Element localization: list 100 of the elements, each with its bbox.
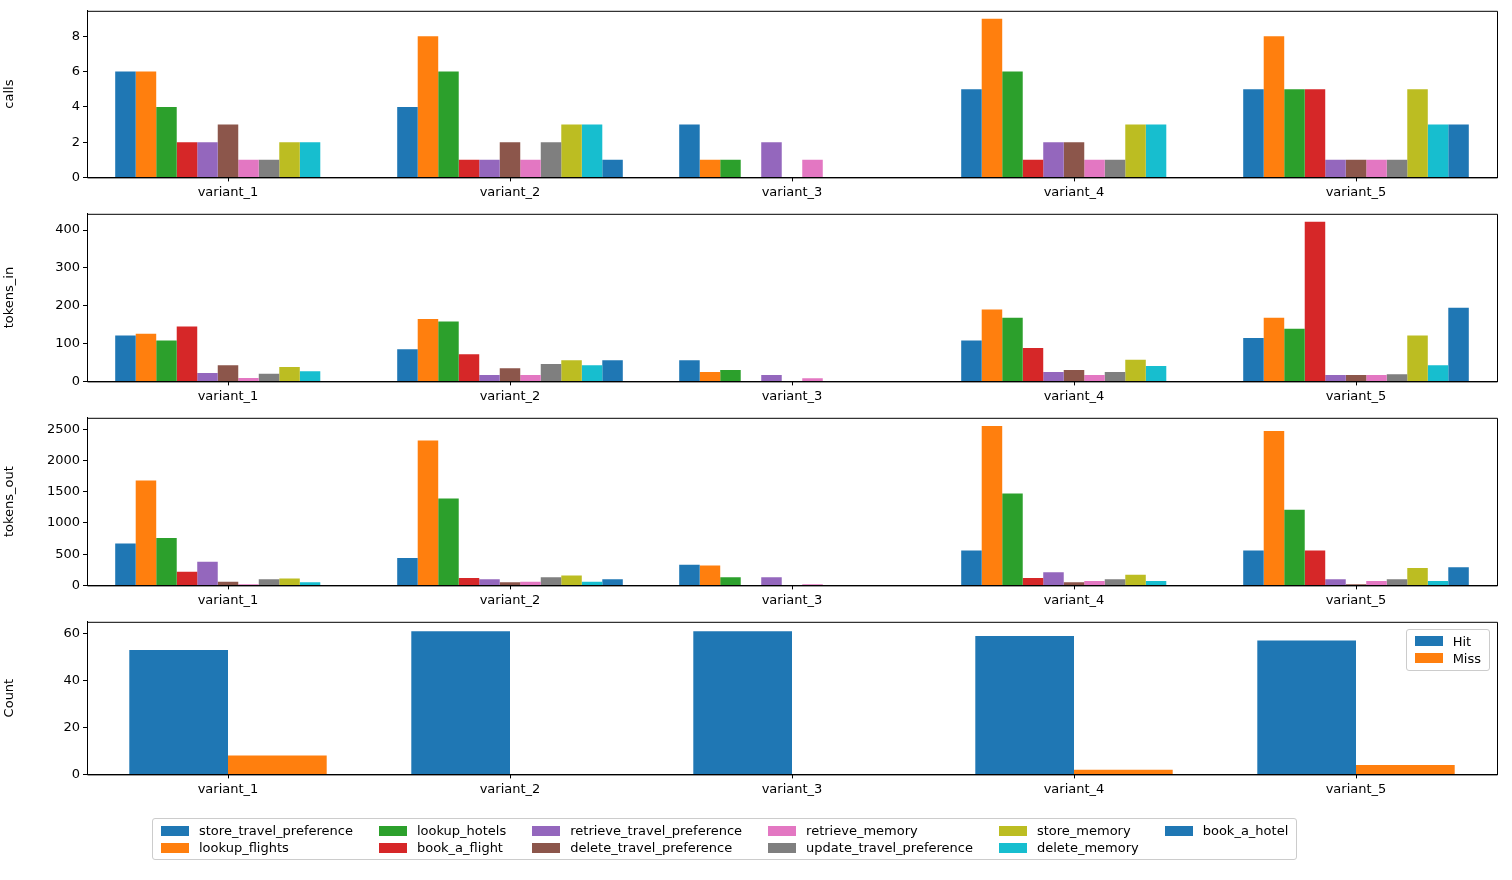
bar [1002, 71, 1023, 177]
bar [761, 142, 782, 177]
bar [1002, 493, 1023, 585]
y-axis-title: calls [1, 79, 17, 109]
bar [1263, 36, 1285, 177]
y-axis-title: Count [1, 678, 17, 718]
bar [961, 550, 982, 585]
bar [217, 124, 239, 177]
bar [1407, 567, 1428, 585]
bar [1366, 374, 1387, 381]
x-tick-label: variant_4 [1043, 591, 1105, 607]
bar [1407, 335, 1428, 381]
bar [1325, 579, 1346, 585]
bar [1427, 124, 1449, 177]
bar [299, 142, 321, 177]
x-tick-label: variant_3 [761, 780, 823, 796]
bar [1125, 124, 1146, 177]
y-tick-label: 40 [63, 671, 80, 687]
bar [115, 543, 136, 585]
legend-label: store_travel_preference [199, 823, 353, 838]
bar [1074, 769, 1173, 774]
y-tick-label: 2500 [46, 420, 80, 436]
bar [1084, 159, 1105, 177]
bar [679, 124, 700, 177]
bar [1366, 581, 1387, 585]
x-tick-label: variant_1 [197, 183, 259, 199]
bar [679, 564, 700, 585]
bar [258, 373, 280, 381]
bar [761, 374, 782, 381]
bar [1104, 159, 1126, 177]
bar [135, 480, 157, 585]
x-tick-label: variant_2 [479, 387, 541, 403]
bar [1084, 374, 1105, 381]
bar [238, 159, 259, 177]
x-tick-label: variant_3 [761, 387, 823, 403]
bar [581, 581, 603, 585]
bar [961, 89, 982, 177]
y-tick-label: 60 [63, 624, 80, 640]
bar [1063, 582, 1085, 585]
y-tick-label: 200 [55, 297, 80, 313]
bar [693, 631, 792, 774]
bar [258, 159, 280, 177]
bar [1427, 581, 1449, 585]
x-tick-label: variant_2 [479, 780, 541, 796]
y-tick-label: 100 [55, 334, 80, 350]
bar [1125, 359, 1146, 381]
x-tick-label: variant_5 [1325, 387, 1387, 403]
x-tick-label: variant_1 [197, 387, 259, 403]
x-tick-label: variant_5 [1325, 591, 1387, 607]
bar [1263, 431, 1285, 585]
legend-label: update_travel_preference [806, 840, 973, 855]
bar [1257, 640, 1356, 774]
bar [1284, 328, 1305, 381]
y-tick-label: 6 [71, 63, 80, 78]
bar [1263, 317, 1285, 381]
bar [1448, 124, 1469, 177]
bar [679, 360, 700, 381]
bar [1448, 567, 1469, 585]
bar [1022, 577, 1044, 585]
y-tick-label: 20 [63, 718, 80, 734]
y-tick-label: 1000 [46, 514, 80, 530]
bar [1345, 159, 1367, 177]
y-axis-title: tokens_out [1, 466, 17, 538]
bar [1104, 579, 1126, 585]
bar [1325, 374, 1346, 381]
legend-label: Hit [1452, 633, 1472, 649]
bar [561, 124, 582, 177]
x-tick-label: variant_4 [1043, 183, 1105, 199]
bar [1407, 89, 1428, 177]
bar [1356, 765, 1455, 774]
bar [176, 571, 198, 585]
bar [981, 309, 1003, 381]
y-tick-label: 0 [71, 168, 80, 184]
bar [1145, 365, 1167, 381]
bar [156, 340, 177, 381]
bar [135, 71, 157, 177]
bar [802, 378, 823, 381]
bar [417, 36, 439, 177]
y-tick-label: 400 [55, 221, 80, 237]
bar [279, 367, 300, 381]
bar [479, 374, 500, 381]
bar [1022, 348, 1044, 381]
y-tick-label: 500 [55, 545, 80, 561]
bar [499, 142, 521, 177]
bar [1427, 365, 1449, 381]
bar [217, 365, 239, 381]
bar [1386, 579, 1408, 585]
bar [1104, 371, 1126, 381]
bar [802, 159, 823, 177]
y-axis-title: tokens_in [1, 266, 17, 329]
bar [156, 106, 177, 177]
bar [699, 371, 721, 381]
bar [479, 159, 500, 177]
bar [1043, 142, 1064, 177]
bar [499, 582, 521, 585]
y-tick-label: 2 [71, 133, 80, 149]
bar [720, 577, 741, 585]
bar [1386, 159, 1408, 177]
x-tick-label: variant_1 [197, 780, 259, 796]
legend-label: store_memory [1036, 823, 1131, 838]
